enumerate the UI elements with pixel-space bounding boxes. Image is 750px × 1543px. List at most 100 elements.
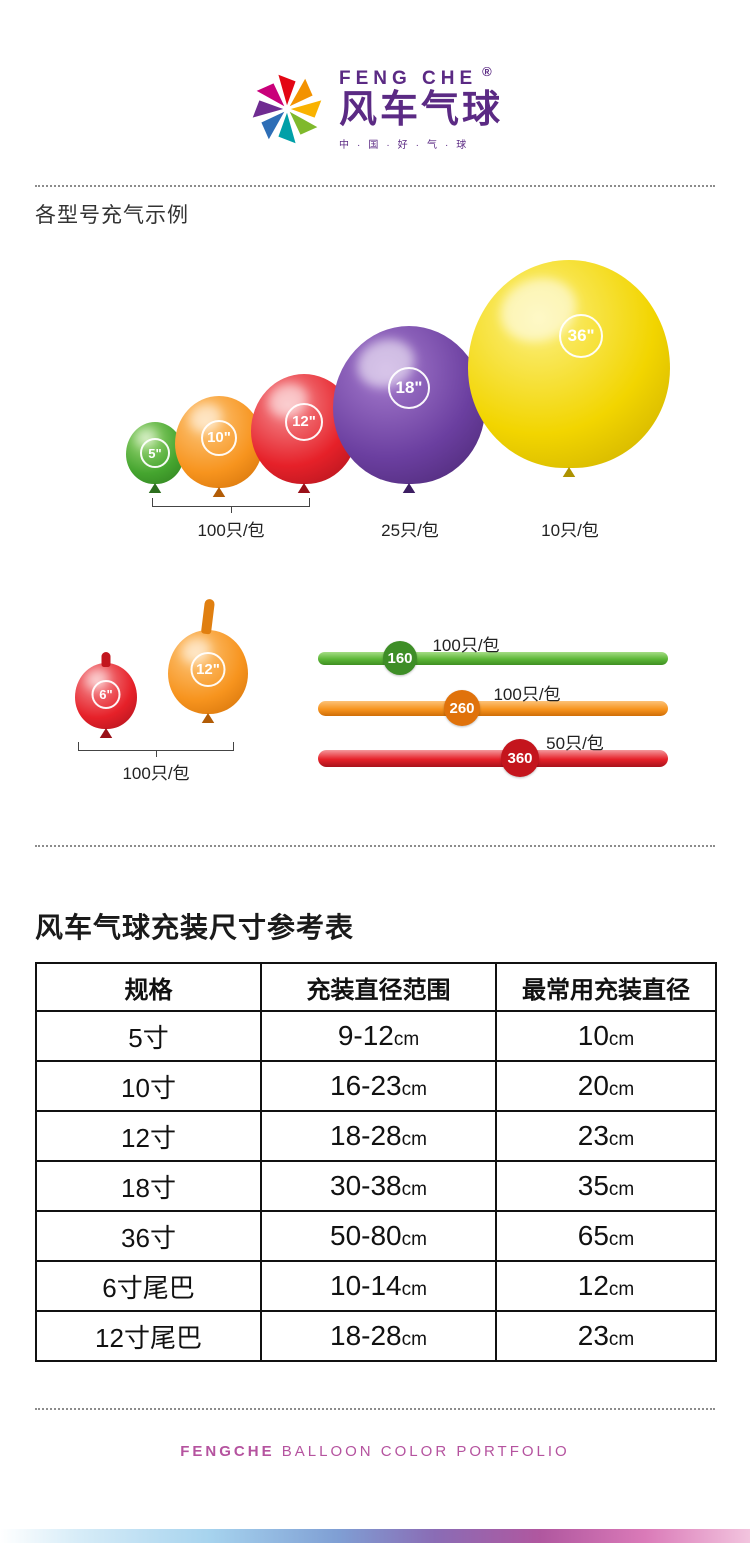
table-row: 18寸 30-38cm 35cm	[35, 1160, 717, 1212]
balloon-12inch-size-badge: 12"	[285, 402, 323, 441]
common-unit: cm	[608, 1179, 635, 1200]
pack-label-long-260: 100只/包	[493, 685, 561, 704]
table-row: 10寸 16-23cm 20cm	[35, 1060, 717, 1112]
common-value: 23	[577, 1320, 609, 1351]
range-unit: cm	[401, 1329, 427, 1350]
table-row: 6寸尾巴 10-14cm 12cm	[35, 1260, 717, 1312]
range-value: 10-14	[330, 1270, 402, 1301]
brand-tagline: 中·国·好·气·球	[338, 139, 475, 151]
common-value: 23	[577, 1120, 609, 1151]
cell-range: 50-80cm	[260, 1210, 497, 1262]
registered-trademark-mark: ®	[482, 64, 492, 79]
cell-spec: 6寸尾巴	[35, 1260, 262, 1312]
cell-range: 18-28cm	[260, 1110, 497, 1162]
size-reference-table: 规格 充装直径范围 最常用充装直径 5寸 9-12cm 10cm 10寸 16-…	[35, 962, 717, 1362]
pack-label-small-round: 100只/包	[197, 521, 265, 540]
common-unit: cm	[608, 1029, 635, 1050]
balloon-10inch: 10"	[175, 396, 263, 488]
table-row: 12寸 18-28cm 23cm	[35, 1110, 717, 1162]
tail-balloon-6inch-stem	[101, 652, 111, 667]
tail-balloon-6inch: 6"	[75, 652, 137, 729]
pack-label-long-160: 100只/包	[432, 636, 500, 655]
table-row: 12寸尾巴 18-28cm 23cm	[35, 1310, 717, 1362]
pack-label-long-360: 50只/包	[546, 734, 604, 753]
table-row: 36寸 50-80cm 65cm	[35, 1210, 717, 1262]
cell-common: 20cm	[495, 1060, 717, 1112]
cell-spec: 12寸	[35, 1110, 262, 1162]
balloon-5inch: 5"	[126, 422, 184, 484]
brand-name-cn: 风车气球	[338, 89, 503, 131]
common-value: 20	[577, 1070, 609, 1101]
range-unit: cm	[393, 1029, 420, 1050]
brand-logo-text: FENG CHE ® 风车气球 中·国·好·气·球	[338, 64, 503, 151]
range-value: 30-38	[330, 1170, 402, 1201]
long-balloon-260	[318, 701, 668, 716]
balloon-10inch-size-badge: 10"	[201, 419, 237, 456]
range-unit: cm	[401, 1129, 427, 1150]
cell-range: 16-23cm	[260, 1060, 497, 1112]
size-table-title: 风车气球充装尺寸参考表	[35, 912, 355, 943]
range-unit: cm	[401, 1279, 427, 1300]
range-value: 18-28	[330, 1120, 402, 1151]
balloon-36inch: 36"	[468, 260, 670, 468]
common-unit: cm	[608, 1329, 635, 1350]
cell-range: 18-28cm	[260, 1310, 497, 1362]
brand-logo: FENG CHE ® 风车气球 中·国·好·气·球	[0, 64, 750, 151]
pinwheel-icon	[252, 75, 322, 144]
common-unit: cm	[608, 1079, 635, 1100]
cell-spec: 36寸	[35, 1210, 262, 1262]
range-unit: cm	[401, 1179, 427, 1200]
cell-spec: 10寸	[35, 1060, 262, 1112]
cell-common: 23cm	[495, 1110, 717, 1162]
table-row: 5寸 9-12cm 10cm	[35, 1010, 717, 1062]
cell-common: 10cm	[495, 1010, 717, 1062]
footer-text: BALLOON COLOR PORTFOLIO	[281, 1443, 570, 1460]
common-unit: cm	[608, 1129, 635, 1150]
cell-spec: 18寸	[35, 1160, 262, 1212]
cell-common: 65cm	[495, 1210, 717, 1262]
common-value: 10	[577, 1020, 609, 1051]
range-value: 16-23	[330, 1070, 402, 1101]
common-value: 65	[577, 1220, 609, 1251]
footer-caption: FENGCHE BALLOON COLOR PORTFOLIO	[0, 1443, 750, 1460]
long-balloon-360-model-badge: 360	[501, 739, 539, 777]
common-unit: cm	[608, 1229, 635, 1250]
bracket-tail-balloons	[78, 742, 234, 757]
bracket-small-balloons	[152, 498, 310, 513]
common-value: 35	[577, 1170, 609, 1201]
bottom-gradient-bar	[0, 1529, 750, 1543]
tail-balloon-12inch-size-badge: 12"	[190, 651, 226, 687]
tail-balloon-12inch: 12"	[168, 598, 248, 714]
cell-common: 35cm	[495, 1160, 717, 1212]
common-unit: cm	[608, 1279, 635, 1300]
brand-name-en: FENG CHE	[338, 68, 478, 89]
range-value: 18-28	[330, 1320, 402, 1351]
col-header-common: 最常用充装直径	[495, 962, 717, 1012]
section-title-inflation-examples: 各型号充气示例	[35, 204, 189, 227]
cell-spec: 5寸	[35, 1010, 262, 1062]
cell-range: 30-38cm	[260, 1160, 497, 1212]
range-unit: cm	[401, 1229, 427, 1250]
pack-label-tail-balloons: 100只/包	[122, 764, 190, 783]
balloon-36inch-size-badge: 36"	[559, 314, 604, 359]
tail-balloon-6inch-size-badge: 6"	[91, 680, 121, 710]
balloon-5inch-size-badge: 5"	[140, 438, 170, 469]
footer-brand: FENGCHE	[180, 1443, 275, 1460]
cell-range: 10-14cm	[260, 1260, 497, 1312]
dotted-divider-middle	[35, 845, 715, 847]
range-value: 9-12	[337, 1020, 394, 1051]
table-header-row: 规格 充装直径范围 最常用充装直径	[35, 962, 717, 1012]
range-unit: cm	[401, 1079, 427, 1100]
range-value: 50-80	[330, 1220, 402, 1251]
cell-spec: 12寸尾巴	[35, 1310, 262, 1362]
long-balloon-260-model-badge: 260	[444, 690, 480, 726]
long-balloon-160-model-badge: 160	[383, 641, 417, 675]
cell-range: 9-12cm	[260, 1010, 497, 1062]
cell-common: 23cm	[495, 1310, 717, 1362]
cell-common: 12cm	[495, 1260, 717, 1312]
balloon-18inch: 18"	[333, 326, 485, 484]
col-header-spec: 规格	[35, 962, 262, 1012]
dotted-divider-top	[35, 185, 715, 187]
pack-label-36inch: 10只/包	[541, 521, 599, 540]
